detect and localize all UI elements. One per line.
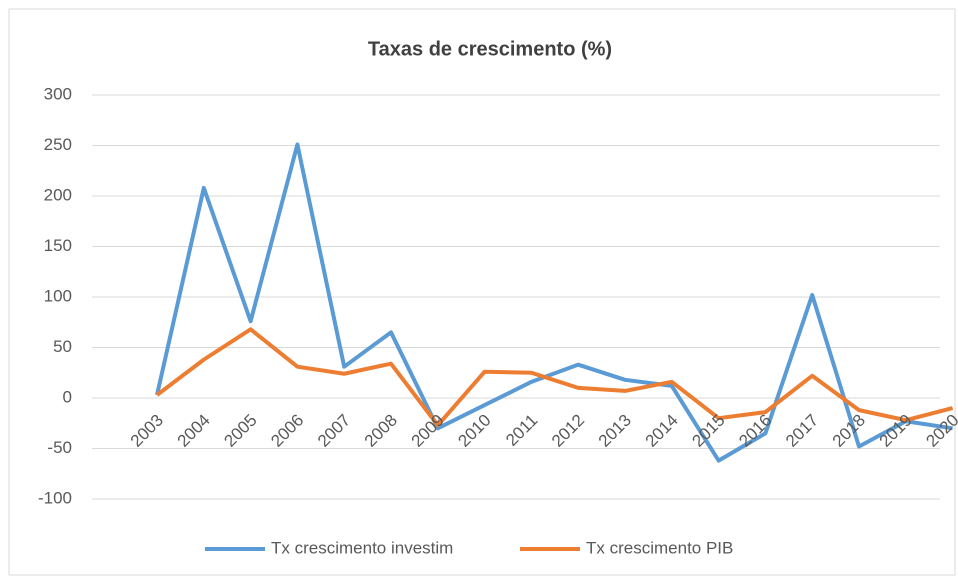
legend-label: Tx crescimento PIB [586,538,733,557]
series-line [155,327,954,428]
legend-label: Tx crescimento investim [271,538,453,557]
y-tick-label: 0 [63,387,72,406]
chart-title: Taxas de crescimento (%) [368,38,612,60]
y-tick-label: 250 [44,135,72,154]
y-tick-label: 150 [44,236,72,255]
series-line [155,142,953,463]
y-tick-label: 200 [44,185,72,204]
y-tick-label: -50 [47,438,72,457]
chart-border [8,8,956,576]
y-tick-label: -100 [38,488,72,507]
y-tick-label: 300 [44,84,72,103]
y-tick-label: 50 [53,337,72,356]
y-tick-label: 100 [44,286,72,305]
